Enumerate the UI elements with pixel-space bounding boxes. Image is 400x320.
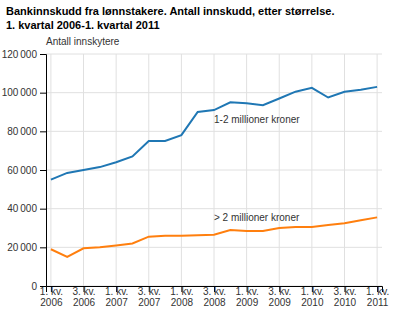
- y-tick-label: 40 000: [7, 203, 37, 214]
- x-grid-line: [50, 54, 51, 286]
- x-grid-line: [279, 54, 280, 286]
- y-tick: 120 000: [2, 49, 46, 60]
- y-tick-mark: [40, 54, 46, 55]
- x-grid-line: [181, 54, 182, 286]
- x-tick: 3. kv.2009: [268, 286, 291, 308]
- x-tick-label: 1. kv.2011: [366, 286, 389, 308]
- x-tick-label: 1. kv.2010: [301, 286, 324, 308]
- y-tick-label: 120 000: [2, 49, 38, 60]
- series-label: 1-2 millioner kroner: [214, 114, 300, 125]
- x-tick: 1. kv.2010: [301, 286, 324, 308]
- y-tick-label: 60 000: [7, 165, 37, 176]
- y-axis-line: [40, 55, 47, 287]
- y-tick-label: 80 000: [7, 126, 37, 137]
- y-tick-mark: [40, 209, 46, 210]
- x-tick-label: 3. kv.2010: [333, 286, 356, 308]
- y-tick: 100 000: [2, 87, 46, 98]
- x-tick-label: 1. kv.2006: [40, 286, 63, 308]
- series-line: [51, 217, 377, 257]
- grid: [46, 54, 382, 286]
- y-tick: 20 000: [7, 242, 46, 253]
- x-tick: 3. kv.2006: [72, 286, 95, 308]
- y-tick-mark: [40, 247, 46, 248]
- x-tick-label: 1. kv.2007: [105, 286, 128, 308]
- subtitle: 1. kvartal 2006-1. kvartal 2011: [6, 19, 160, 31]
- x-tick: 3. kv.2008: [203, 286, 226, 308]
- x-grid-line: [246, 54, 247, 286]
- x-tick-label: 1. kv.2009: [236, 286, 259, 308]
- x-tick: 1. kv.2011: [366, 286, 389, 308]
- y-axis-title: Antall innskytere: [46, 36, 120, 47]
- y-tick-label: 100 000: [2, 87, 38, 98]
- x-grid-line: [116, 54, 117, 286]
- x-tick-label: 3. kv.2008: [203, 286, 226, 308]
- y-tick: 0: [31, 281, 46, 292]
- series-label: > 2 millioner kroner: [214, 212, 300, 223]
- x-tick-label: 3. kv.2009: [268, 286, 291, 308]
- y-tick: 60 000: [7, 165, 46, 176]
- y-tick: 40 000: [7, 203, 46, 214]
- y-tick-mark: [40, 131, 46, 132]
- x-tick: 3. kv.2010: [333, 286, 356, 308]
- x-axis: 1. kv.2006 3. kv.2006 1. kv.2007 3. kv.2007…: [40, 286, 389, 308]
- x-tick: 3. kv.2007: [138, 286, 161, 308]
- series-labels: 1-2 millioner kroner > 2 millioner kroner: [214, 114, 300, 223]
- x-tick-label: 1. kv.2008: [170, 286, 193, 308]
- x-tick: 1. kv.2009: [236, 286, 259, 308]
- y-tick-mark: [40, 93, 46, 94]
- series-line: [51, 87, 377, 180]
- x-tick-label: 3. kv.2007: [138, 286, 161, 308]
- x-tick: 1. kv.2008: [170, 286, 193, 308]
- x-grid-line: [148, 54, 149, 286]
- title: Bankinnskudd fra lønnstakere. Antall inn…: [6, 5, 334, 17]
- y-tick-label: 20 000: [7, 242, 37, 253]
- x-grid-line: [214, 54, 215, 286]
- y-tick-mark: [40, 286, 46, 287]
- chart: Bankinnskudd fra lønnstakere. Antall inn…: [0, 0, 400, 320]
- x-tick-label: 3. kv.2006: [72, 286, 95, 308]
- x-tick: 1. kv.2007: [105, 286, 128, 308]
- x-tick: 1. kv.2006: [40, 286, 63, 308]
- y-tick-mark: [40, 170, 46, 171]
- y-axis: 0 20 000 40 000 60 000 80 000 100 000 120 000: [2, 49, 47, 292]
- plot-area: [51, 87, 377, 257]
- x-grid-line: [377, 54, 378, 286]
- x-grid-line: [344, 54, 345, 286]
- y-tick-label: 0: [31, 281, 37, 292]
- y-tick: 80 000: [7, 126, 46, 137]
